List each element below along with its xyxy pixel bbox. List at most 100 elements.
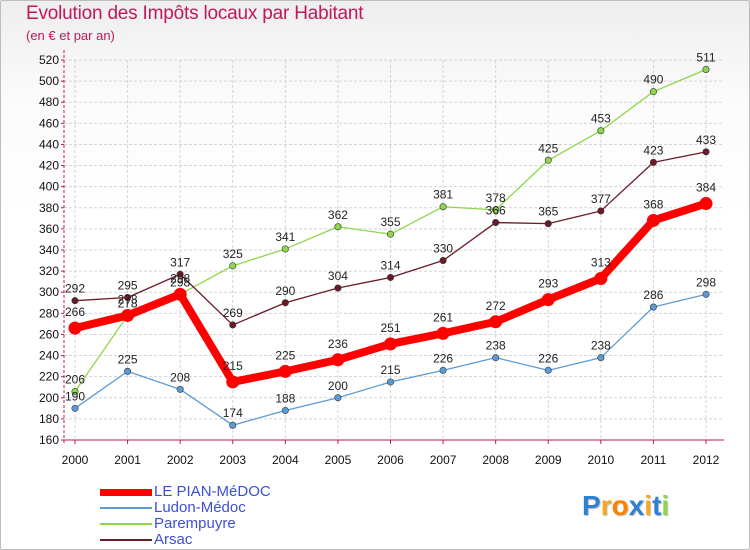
x-tick-label: 2009 xyxy=(535,453,562,467)
x-tick-label: 2011 xyxy=(641,453,667,467)
proxiti-logo: Proxiti xyxy=(582,490,669,522)
data-label-arsac: 269 xyxy=(223,306,243,320)
data-label-ludon-m-doc: 190 xyxy=(65,389,85,403)
y-tick-label: 340 xyxy=(39,243,59,257)
data-label-ludon-m-doc: 225 xyxy=(118,352,138,366)
data-label-ludon-m-doc: 208 xyxy=(170,370,190,384)
data-label-parempuyre: 453 xyxy=(591,112,611,126)
y-tick-label: 260 xyxy=(39,327,59,341)
data-label-parempuyre: 341 xyxy=(275,230,295,244)
data-label-parempuyre: 490 xyxy=(643,73,663,87)
data-point-ludon-m-doc xyxy=(702,290,710,298)
logo-letter: P xyxy=(582,490,601,521)
legend-swatch-ludon-medoc xyxy=(100,507,152,509)
data-point-ludon-m-doc xyxy=(71,404,79,412)
data-label-arsac: 366 xyxy=(486,204,506,218)
logo-letter: i xyxy=(644,490,653,521)
y-tick-label: 160 xyxy=(39,433,59,447)
data-label-arsac: 365 xyxy=(538,205,558,219)
y-tick-label: 400 xyxy=(39,180,59,194)
y-tick-label: 280 xyxy=(39,306,59,320)
y-tick-label: 200 xyxy=(39,391,59,405)
legend-swatch-parempuyre xyxy=(100,523,152,525)
data-point-ludon-m-doc xyxy=(281,406,289,414)
y-tick-label: 180 xyxy=(39,412,59,426)
data-point-ludon-m-doc xyxy=(176,385,184,393)
data-label-le-pian-m-doc: 298 xyxy=(170,271,190,285)
x-tick-label: 2003 xyxy=(219,453,246,467)
data-label-arsac: 290 xyxy=(275,284,295,298)
x-tick-label: 2012 xyxy=(693,453,720,467)
x-tick-label: 2001 xyxy=(114,453,141,467)
data-point-arsac xyxy=(229,321,237,329)
data-point-arsac xyxy=(176,270,184,278)
data-point-le-pian-m-doc xyxy=(173,287,187,301)
data-label-arsac: 423 xyxy=(643,143,663,157)
data-label-arsac: 377 xyxy=(591,192,611,206)
data-label-ludon-m-doc: 226 xyxy=(538,351,558,365)
legend-swatch-arsac xyxy=(100,539,152,541)
data-label-le-pian-m-doc: 293 xyxy=(538,277,558,291)
data-point-arsac xyxy=(702,148,710,156)
logo-letter: t xyxy=(652,490,662,521)
chart-subtitle: (en € et par an) xyxy=(26,28,115,43)
data-label-arsac: 314 xyxy=(380,258,400,272)
y-tick-label: 480 xyxy=(39,95,59,109)
data-label-ludon-m-doc: 215 xyxy=(380,363,400,377)
logo-letter: i xyxy=(661,490,670,521)
data-point-parempuyre xyxy=(281,245,289,253)
data-point-arsac xyxy=(492,219,500,227)
data-label-le-pian-m-doc: 236 xyxy=(328,337,348,351)
legend-swatch-le-pian-medoc xyxy=(100,489,152,496)
legend-label: LE PIAN-MéDOC xyxy=(154,483,271,500)
data-point-ludon-m-doc xyxy=(124,367,132,375)
y-tick-label: 380 xyxy=(39,201,59,215)
data-point-ludon-m-doc xyxy=(597,354,605,362)
data-label-arsac: 304 xyxy=(328,269,348,283)
x-tick-label: 2006 xyxy=(377,453,404,467)
x-tick-label: 2007 xyxy=(430,453,457,467)
data-point-ludon-m-doc xyxy=(334,394,342,402)
data-label-le-pian-m-doc: 261 xyxy=(433,310,453,324)
data-point-arsac xyxy=(334,284,342,292)
data-label-parempuyre: 298 xyxy=(170,275,190,289)
data-point-arsac xyxy=(71,297,79,305)
data-point-ludon-m-doc xyxy=(544,366,552,374)
data-label-le-pian-m-doc: 272 xyxy=(486,299,506,313)
data-point-ludon-m-doc xyxy=(229,421,237,429)
data-point-le-pian-m-doc xyxy=(541,293,555,307)
data-label-ludon-m-doc: 200 xyxy=(328,379,348,393)
data-label-parempuyre: 381 xyxy=(433,188,453,202)
data-label-parempuyre: 362 xyxy=(328,208,348,222)
y-tick-labels: 160 180 200 220 240 260 280 300 320 340 360 380 400 4… xyxy=(39,53,59,447)
data-label-ludon-m-doc: 298 xyxy=(696,275,716,289)
data-point-le-pian-m-doc xyxy=(278,364,292,378)
data-label-parempuyre: 355 xyxy=(380,215,400,229)
data-label-le-pian-m-doc: 266 xyxy=(65,305,85,319)
data-point-parempuyre xyxy=(386,230,394,238)
data-label-le-pian-m-doc: 313 xyxy=(591,256,611,270)
data-point-arsac xyxy=(386,273,394,281)
data-point-le-pian-m-doc xyxy=(384,337,397,351)
data-point-le-pian-m-doc xyxy=(699,197,713,211)
y-tick-label: 440 xyxy=(39,137,59,151)
data-label-arsac: 317 xyxy=(170,255,190,269)
y-tick-label: 220 xyxy=(39,370,59,384)
data-point-parempuyre xyxy=(439,203,447,211)
data-label-parempuyre: 325 xyxy=(223,247,243,261)
data-point-parempuyre xyxy=(544,156,552,164)
data-label-ludon-m-doc: 238 xyxy=(486,339,506,353)
data-label-arsac: 292 xyxy=(65,282,85,296)
chart-title: Evolution des Impôts locaux par Habitant xyxy=(26,3,364,24)
data-point-ludon-m-doc xyxy=(649,303,657,311)
data-label-ludon-m-doc: 226 xyxy=(433,351,453,365)
data-label-parempuyre: 278 xyxy=(118,296,138,310)
axes xyxy=(61,50,724,444)
data-point-parempuyre xyxy=(492,206,500,214)
legend-label: Parempuyre xyxy=(154,515,236,532)
data-point-le-pian-m-doc xyxy=(331,353,345,367)
logo-letter: r xyxy=(600,490,612,521)
data-label-ludon-m-doc: 188 xyxy=(275,391,295,405)
data-point-arsac xyxy=(544,220,552,228)
